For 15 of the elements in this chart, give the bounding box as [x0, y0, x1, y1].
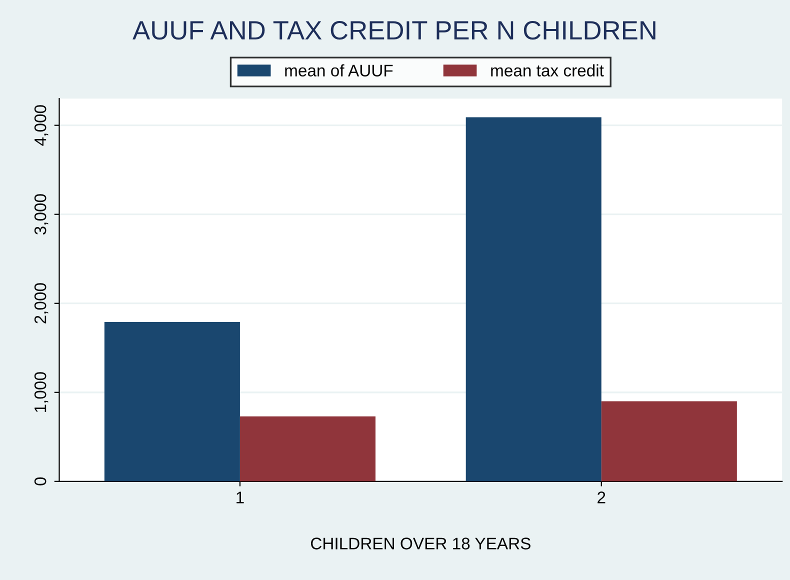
- bar: [601, 401, 737, 482]
- x-axis-title: CHILDREN OVER 18 YEARS: [310, 538, 530, 550]
- x-tick-label: 2: [598, 492, 606, 504]
- x-tick-label: 1: [236, 492, 244, 504]
- y-tick-label: 3,000: [34, 194, 48, 235]
- y-tick-label: 4,000: [34, 105, 48, 146]
- bar: [240, 416, 376, 482]
- y-tick-label: 1,000: [34, 372, 48, 412]
- y-tick-label: 0: [34, 477, 46, 486]
- legend-label: mean tax credit: [491, 64, 604, 76]
- y-tick-label: 2,000: [34, 283, 48, 324]
- chart-title: AUUF AND TAX CREDIT PER N CHILDREN: [132, 20, 656, 40]
- bar: [104, 322, 240, 482]
- bar: [466, 117, 602, 482]
- legend-label: mean of AUUF: [285, 64, 393, 76]
